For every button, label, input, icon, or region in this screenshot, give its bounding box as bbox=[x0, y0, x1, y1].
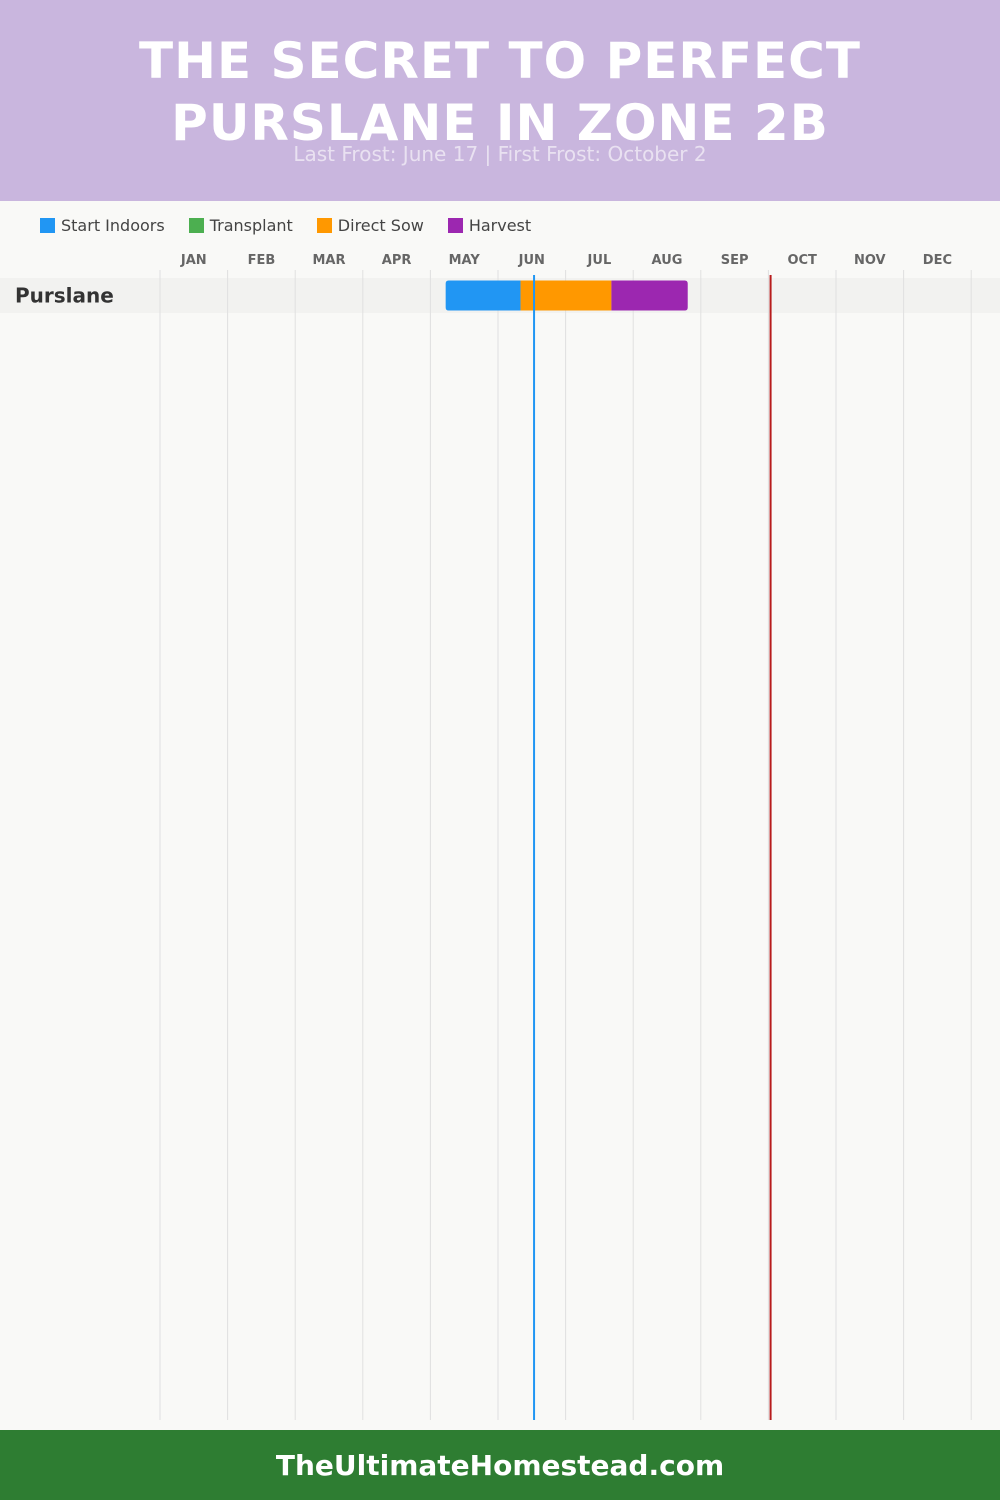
month-label-aug: AUG bbox=[652, 253, 683, 268]
legend-label-direct-sow: Direct Sow bbox=[337, 215, 424, 235]
page-title: THE SECRET TO PERFECT PURSLANE IN ZONE 2… bbox=[139, 32, 861, 152]
bar-start-indoors bbox=[445, 280, 521, 311]
month-label-apr: APR bbox=[382, 253, 412, 268]
legend-label-harvest: Harvest bbox=[468, 215, 532, 235]
month-label-nov: NOV bbox=[854, 253, 886, 268]
legend-item-start-indoors: Start Indoors bbox=[40, 216, 165, 235]
bar-direct-sow bbox=[520, 280, 612, 311]
legend: Start Indoors Transplant Direct Sow Harv… bbox=[40, 214, 555, 236]
month-label-may: MAY bbox=[449, 253, 481, 268]
bar-harvest bbox=[611, 280, 688, 311]
month-label-dec: DEC bbox=[923, 253, 952, 268]
legend-label-transplant: Transplant bbox=[209, 215, 293, 235]
month-label-mar: MAR bbox=[312, 253, 345, 268]
month-label-jan: JAN bbox=[180, 253, 207, 268]
legend-swatch-transplant bbox=[188, 217, 204, 233]
legend-item-transplant: Transplant bbox=[188, 215, 293, 235]
legend-label-start-indoors: Start Indoors bbox=[61, 215, 165, 235]
legend-swatch-harvest bbox=[447, 217, 463, 233]
month-label-feb: FEB bbox=[248, 253, 276, 268]
legend-item-harvest: Harvest bbox=[447, 215, 532, 235]
month-label-sep: SEP bbox=[721, 253, 749, 268]
row-label-purslane: Purslane bbox=[15, 284, 114, 308]
month-label-jun: JUN bbox=[518, 253, 545, 268]
frost-dates-subtitle: Last Frost: June 17 | First Frost: Octob… bbox=[293, 142, 707, 166]
footer-site-name: TheUltimateHomestead.com bbox=[275, 1448, 725, 1482]
legend-swatch-direct-sow bbox=[316, 217, 332, 233]
month-label-jul: JUL bbox=[587, 253, 612, 268]
legend-item-direct-sow: Direct Sow bbox=[316, 215, 424, 235]
month-label-oct: OCT bbox=[787, 253, 817, 268]
header-banner: THE SECRET TO PERFECT PURSLANE IN ZONE 2… bbox=[0, 0, 1000, 201]
legend-swatch-start-indoors bbox=[40, 217, 55, 233]
footer: TheUltimateHomestead.com bbox=[0, 1430, 1000, 1500]
